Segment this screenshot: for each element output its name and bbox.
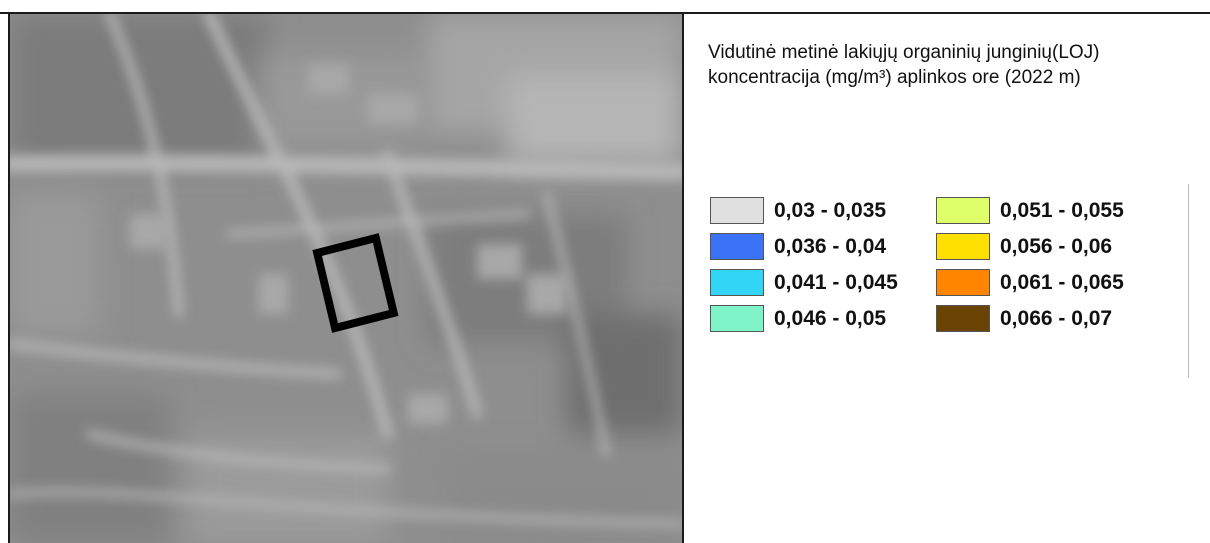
legend-swatch [936,305,990,332]
legend-item: 0,061 - 0,065 [936,268,1156,297]
legend-label: 0,046 - 0,05 [774,306,887,330]
legend-title-line-2: koncentracija (mg/m³) aplinkos ore (2022… [708,67,1081,88]
legend-swatch [710,269,764,296]
legend-swatch [710,197,764,224]
legend-swatch [710,233,764,260]
legend-label: 0,051 - 0,055 [1000,198,1124,222]
site-marker [312,233,399,333]
legend-item: 0,041 - 0,045 [710,268,936,297]
legend-item: 0,036 - 0,04 [710,232,936,261]
legend-swatch [710,305,764,332]
legend-label: 0,066 - 0,07 [1000,306,1113,330]
map-blocks [129,64,567,424]
legend-label: 0,03 - 0,035 [774,198,887,222]
legend: 0,03 - 0,035 0,051 - 0,055 0,036 - 0,04 … [710,196,1156,333]
top-border [0,12,1210,14]
map-roads [10,14,682,527]
legend-title: Vidutinė metinė lakiųjų organinių jungin… [708,40,1198,90]
legend-item: 0,046 - 0,05 [710,304,936,333]
map-raster [10,14,682,543]
legend-item: 0,066 - 0,07 [936,304,1156,333]
legend-label: 0,056 - 0,06 [1000,234,1113,258]
legend-divider [1188,184,1189,378]
legend-label: 0,036 - 0,04 [774,234,887,258]
legend-label: 0,041 - 0,045 [774,270,898,294]
concentration-map[interactable] [8,14,684,543]
legend-item: 0,03 - 0,035 [710,196,936,225]
legend-swatch [936,233,990,260]
legend-title-line-1: Vidutinė metinė lakiųjų organinių jungin… [708,42,1100,63]
legend-item: 0,051 - 0,055 [936,196,1156,225]
legend-label: 0,061 - 0,065 [1000,270,1124,294]
legend-item: 0,056 - 0,06 [936,232,1156,261]
legend-swatch [936,197,990,224]
legend-swatch [936,269,990,296]
map-shading [10,14,682,543]
